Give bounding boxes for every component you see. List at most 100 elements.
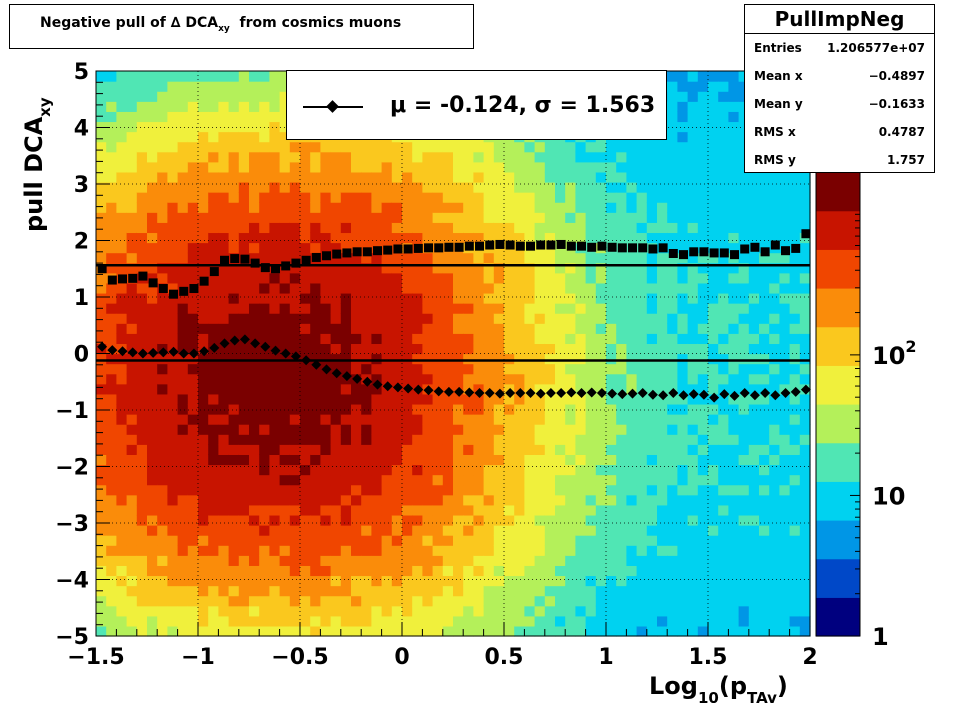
- heatmap-cell: [555, 192, 566, 203]
- heatmap-cell: [116, 121, 128, 133]
- heatmap-cell: [534, 373, 546, 385]
- heatmap-cell: [626, 595, 638, 607]
- heatmap-cell: [606, 444, 617, 455]
- heatmap-cell: [361, 545, 372, 556]
- heatmap-cell: [738, 414, 750, 425]
- heatmap-cell: [667, 393, 678, 405]
- heatmap-cell: [473, 151, 485, 163]
- heatmap-cell: [759, 192, 770, 203]
- heatmap-cell: [167, 232, 179, 244]
- heatmap-cell: [524, 343, 536, 355]
- heatmap-cell: [330, 474, 342, 486]
- heatmap-cell: [238, 625, 250, 637]
- heatmap-cell: [667, 101, 678, 112]
- heatmap-cell: [565, 403, 576, 415]
- heatmap-cell: [402, 514, 413, 526]
- sigma-point: [730, 250, 740, 260]
- heatmap-cell: [595, 514, 607, 526]
- heatmap-cell: [534, 525, 546, 536]
- heatmap-cell: [351, 535, 362, 546]
- heatmap-cell: [269, 282, 281, 294]
- heatmap-cell: [728, 565, 740, 577]
- heatmap-cell: [310, 151, 321, 163]
- heatmap-cell: [718, 81, 729, 92]
- heatmap-cell: [555, 494, 566, 506]
- heatmap-cell: [371, 262, 383, 274]
- heatmap-cell: [330, 171, 342, 183]
- heatmap-cell: [238, 91, 250, 102]
- heatmap-cell: [351, 222, 362, 234]
- heatmap-cell: [422, 212, 434, 223]
- heatmap-cell: [463, 555, 474, 566]
- heatmap-cell: [646, 414, 658, 425]
- heatmap-cell: [524, 252, 536, 264]
- heatmap-cell: [789, 575, 801, 587]
- heatmap-cell: [626, 373, 638, 385]
- heatmap-cell: [340, 333, 352, 345]
- heatmap-cell: [606, 292, 617, 304]
- heatmap-cell: [575, 605, 587, 617]
- heatmap-cell: [269, 605, 281, 617]
- heatmap-cell: [259, 363, 270, 375]
- mean-point: [178, 348, 189, 359]
- heatmap-cell: [493, 232, 505, 244]
- heatmap-cell: [422, 333, 434, 345]
- heatmap-cell: [320, 444, 332, 455]
- heatmap-cell: [514, 474, 525, 486]
- heatmap-cell: [728, 71, 740, 82]
- heatmap-cell: [657, 313, 668, 324]
- heatmap-cell: [555, 595, 566, 607]
- heatmap-cell: [463, 403, 474, 415]
- heatmap-cell: [391, 343, 403, 355]
- colorbar-band: [816, 318, 860, 328]
- heatmap-cell: [738, 525, 750, 536]
- heatmap-cell: [718, 494, 729, 506]
- heatmap-cell: [432, 313, 444, 324]
- heatmap-cell: [147, 303, 158, 314]
- heatmap-cell: [799, 202, 811, 213]
- heatmap-cell: [259, 121, 270, 133]
- heatmap-cell: [524, 525, 536, 536]
- heatmap-cell: [361, 393, 372, 405]
- heatmap-cell: [493, 383, 505, 395]
- heatmap-cell: [330, 504, 342, 516]
- heatmap-cell: [269, 585, 281, 597]
- heatmap-cell: [249, 151, 260, 163]
- heatmap-cell: [269, 131, 281, 143]
- heatmap-cell: [198, 464, 209, 476]
- heatmap-cell: [126, 474, 138, 486]
- heatmap-cell: [300, 242, 311, 254]
- heatmap-cell: [534, 464, 546, 476]
- heatmap-cell: [728, 353, 740, 365]
- heatmap-cell: [340, 615, 352, 627]
- heatmap-cell: [769, 504, 780, 516]
- heatmap-cell: [279, 323, 291, 334]
- heatmap-cell: [463, 373, 474, 385]
- heatmap-cell: [351, 615, 362, 627]
- heatmap-cell: [330, 323, 342, 334]
- heatmap-cell: [402, 333, 413, 345]
- heatmap-cell: [799, 474, 811, 486]
- heatmap-cell: [687, 555, 699, 566]
- colorbar-band: [816, 535, 860, 544]
- heatmap-cell: [738, 81, 750, 92]
- heatmap-cell: [218, 222, 230, 234]
- heatmap-cell: [402, 525, 413, 536]
- heatmap-cell: [432, 353, 444, 365]
- heatmap-cell: [289, 242, 301, 254]
- heatmap-cell: [463, 151, 474, 163]
- heatmap-cell: [198, 454, 209, 466]
- heatmap-cell: [473, 181, 485, 193]
- heatmap-cell: [565, 313, 576, 324]
- heatmap-cell: [126, 192, 138, 203]
- heatmap-cell: [463, 252, 474, 264]
- colorbar-band: [816, 450, 860, 459]
- y-tick-label: 4: [74, 117, 89, 142]
- heatmap-cell: [728, 605, 740, 617]
- sigma-point: [281, 261, 291, 271]
- heatmap-cell: [249, 81, 260, 92]
- heatmap-cell: [300, 171, 311, 183]
- heatmap-cell: [718, 555, 729, 566]
- heatmap-cell: [555, 252, 566, 264]
